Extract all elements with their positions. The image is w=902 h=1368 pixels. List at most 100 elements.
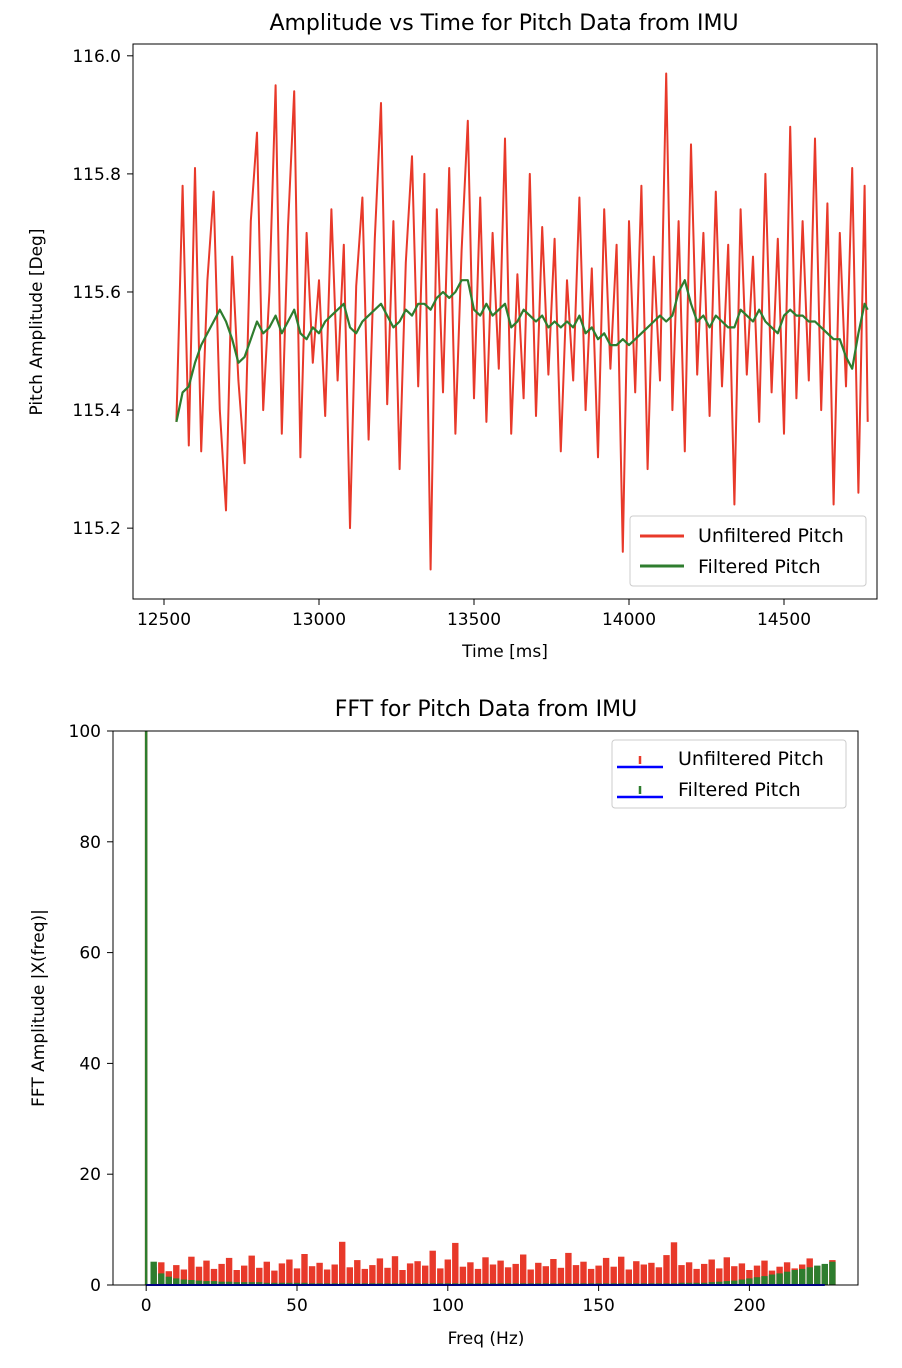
fft-stem	[746, 1278, 753, 1285]
fft-stem	[173, 1265, 180, 1285]
fft-stem	[248, 1282, 255, 1285]
x-tick-label: 14000	[602, 610, 656, 630]
fft-stem	[542, 1266, 549, 1285]
series-line-filtered-pitch	[175, 279, 869, 423]
fft-stem	[753, 1277, 761, 1285]
time-chart-legend-box	[629, 515, 867, 587]
time-chart-legend-label-unfiltered: Unfiltered Pitch	[698, 525, 844, 547]
fft-chart-legend-box	[611, 739, 847, 809]
fft-stem	[376, 1258, 384, 1285]
fft-chart-x-axis: 0 50 100 150 200	[141, 1285, 766, 1316]
fft-chart-xlabel: Freq (Hz)	[448, 1329, 525, 1349]
fft-stem	[663, 1255, 670, 1285]
fft-stem	[459, 1266, 467, 1285]
y-tick-label: 115.6	[72, 283, 121, 303]
fft-stem	[308, 1266, 316, 1285]
fft-stem	[723, 1257, 730, 1285]
x-tick-label: 12500	[137, 610, 191, 630]
fft-stem	[339, 1241, 346, 1285]
fft-stem	[685, 1282, 693, 1285]
fft-stem	[301, 1282, 308, 1285]
y-tick-label: 115.2	[72, 519, 121, 539]
fft-stem	[203, 1281, 210, 1285]
y-tick-label: 60	[79, 944, 101, 964]
fft-stem	[512, 1263, 519, 1285]
fft-stem	[278, 1282, 286, 1285]
fft-stem	[731, 1266, 738, 1285]
fft-stem	[263, 1261, 270, 1285]
fft-stem	[188, 1280, 195, 1285]
fft-chart-frame	[112, 730, 859, 1286]
time-chart-xlabel: Time [ms]	[461, 642, 548, 662]
fft-stem	[271, 1270, 278, 1285]
fft-stem	[693, 1268, 700, 1285]
fft-stem	[497, 1260, 504, 1285]
fft-stem	[210, 1281, 218, 1285]
fft-chart: FFT for Pitch Data from IMU 0 50 100 150 200…	[29, 697, 859, 1349]
fft-stem	[738, 1263, 746, 1285]
fft-stem	[618, 1256, 625, 1285]
time-chart-ylabel: Pitch Amplitude [Deg]	[27, 229, 47, 416]
y-tick-label: 80	[79, 833, 101, 853]
fft-stem	[799, 1268, 806, 1285]
fft-stem	[293, 1268, 301, 1285]
time-chart-title: Amplitude vs Time for Pitch Data from IM…	[269, 11, 738, 36]
fft-stem	[716, 1281, 723, 1285]
fft-stem	[225, 1281, 233, 1285]
fft-stem	[776, 1273, 783, 1285]
fft-stem	[444, 1259, 451, 1285]
fft-stem	[241, 1265, 248, 1285]
fft-stem	[323, 1269, 331, 1285]
x-tick-label: 100	[432, 1296, 464, 1316]
fft-stem	[406, 1263, 414, 1285]
fft-stem	[331, 1264, 338, 1285]
fft-stem	[233, 1270, 240, 1285]
fft-stem	[489, 1264, 497, 1285]
fft-stem	[278, 1263, 286, 1285]
fft-stem	[572, 1265, 580, 1285]
fft-stem	[256, 1267, 263, 1285]
fft-stem	[429, 1250, 436, 1285]
fft-stem	[144, 731, 148, 1285]
fft-stem	[708, 1282, 715, 1285]
time-chart-y-axis: 115.2 115.4 115.6 115.8 116.0	[72, 47, 133, 539]
fft-stem	[527, 1269, 534, 1285]
time-chart: Amplitude vs Time for Pitch Data from IM…	[27, 11, 878, 662]
fft-stem	[346, 1267, 353, 1285]
fft-stem	[195, 1266, 203, 1285]
fft-stem	[678, 1265, 685, 1285]
fft-stem	[203, 1260, 210, 1285]
fft-stem	[738, 1279, 746, 1285]
fft-chart-legend: Unfiltered Pitch Filtered Pitch	[611, 739, 847, 809]
fft-stem	[474, 1268, 482, 1285]
fft-stem	[399, 1270, 406, 1285]
time-chart-frame	[132, 43, 878, 600]
fft-stem	[557, 1267, 565, 1285]
fft-chart-ylabel: FFT Amplitude |X(freq)|	[29, 909, 49, 1107]
fft-stem	[550, 1259, 557, 1285]
fft-stem	[225, 1257, 233, 1285]
fft-stem	[520, 1254, 527, 1285]
fft-stem	[791, 1270, 798, 1285]
x-tick-label: 0	[141, 1296, 152, 1316]
x-tick-label: 150	[582, 1296, 614, 1316]
fft-stem	[354, 1260, 361, 1285]
fft-stem	[301, 1254, 308, 1285]
y-tick-label: 20	[79, 1165, 101, 1185]
y-tick-label: 40	[79, 1054, 101, 1074]
x-tick-label: 200	[733, 1296, 765, 1316]
fft-stem	[761, 1276, 768, 1285]
fft-stem	[437, 1268, 444, 1285]
fft-stem	[158, 1273, 165, 1285]
fft-stem	[829, 1261, 836, 1285]
fft-stem	[701, 1282, 708, 1285]
fft-stem	[218, 1281, 225, 1285]
fft-stem	[670, 1242, 678, 1285]
fft-stem	[467, 1262, 474, 1285]
fft-stem	[648, 1262, 655, 1285]
fft-stem	[248, 1255, 255, 1285]
y-tick-label: 0	[90, 1276, 101, 1296]
fft-legend-label-filtered: Filtered Pitch	[678, 779, 801, 801]
fft-stem	[414, 1261, 421, 1285]
